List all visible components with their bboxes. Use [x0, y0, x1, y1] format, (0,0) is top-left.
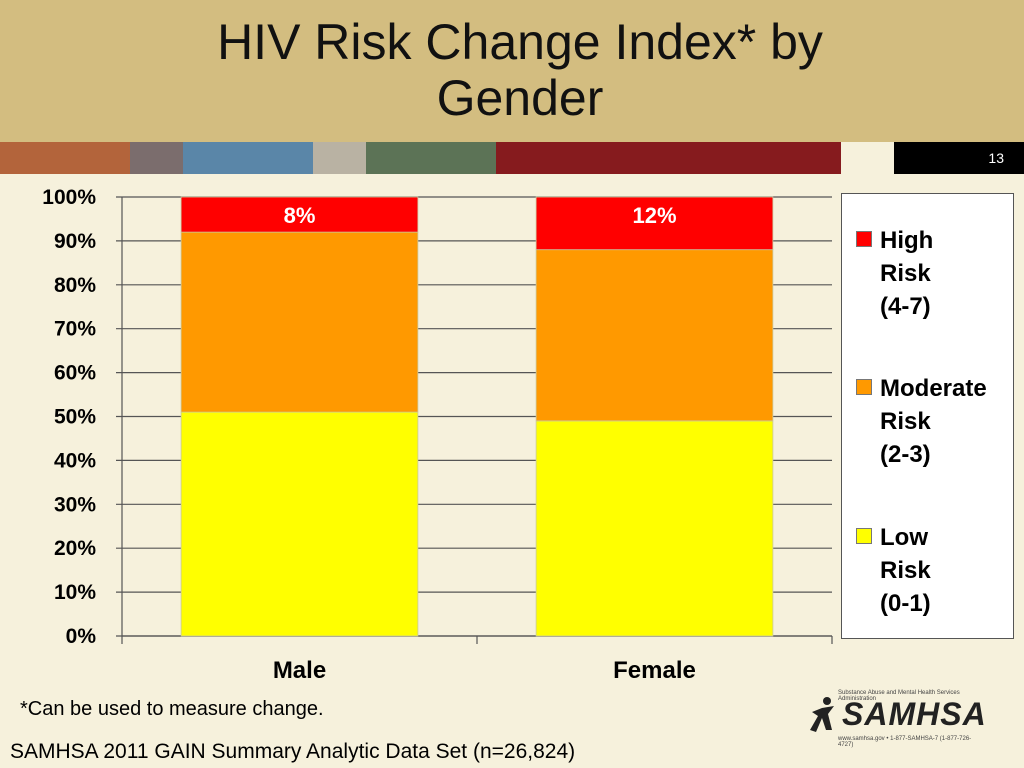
stacked-bar-chart: 0% 10% 20% 30% 40% 50% 60% 70% 80% 90% 100% 8% Male 1… — [42, 186, 833, 684]
data-label: 12% — [632, 203, 676, 228]
legend-item-moderate: Moderate Risk (2-3) — [856, 372, 1012, 471]
stripe-segment — [183, 142, 313, 174]
category-label: Female — [613, 657, 696, 684]
stripe-segment — [130, 142, 183, 174]
y-tick-label: 50% — [54, 406, 96, 429]
y-tick-label: 100% — [42, 186, 96, 209]
y-tick-label: 70% — [54, 318, 96, 341]
legend-swatch-low — [856, 528, 872, 544]
legend-label: Moderate — [880, 375, 987, 402]
legend-label: Risk — [880, 260, 931, 287]
legend-label: (2-3) — [880, 441, 931, 468]
stripe-segment — [841, 142, 894, 174]
footnote: *Can be used to measure change. — [20, 698, 324, 720]
legend-item-low: Low Risk (0-1) — [856, 521, 1012, 620]
legend-swatch-high — [856, 231, 872, 247]
y-tick-label: 10% — [54, 581, 96, 604]
slide-title: HIV Risk Change Index* by Gender — [217, 14, 823, 126]
bar-segment — [180, 196, 419, 233]
samhsa-logo: Substance Abuse and Mental Health Servic… — [808, 690, 986, 748]
y-tick-label: 30% — [54, 493, 96, 516]
bar-segment — [535, 196, 774, 251]
chart-legend: High Risk (4-7) Moderate Risk (2-3) Low … — [841, 193, 1014, 639]
y-tick-label: 80% — [54, 274, 96, 297]
y-tick-label: 60% — [54, 362, 96, 385]
legend-label: Low — [880, 524, 928, 551]
legend-label: High — [880, 227, 934, 254]
bar-segment — [180, 411, 419, 637]
color-stripe: 13 — [0, 142, 1024, 174]
logo-contact: www.samhsa.gov • 1-877-SAMHSA-7 (1-877-7… — [838, 736, 972, 748]
legend-label: (0-1) — [880, 590, 931, 617]
legend-item-high: High Risk (4-7) — [856, 224, 1012, 323]
logo-tagline: Substance Abuse and Mental Health Servic… — [838, 690, 960, 702]
logo-wordmark: SAMHSA — [842, 696, 987, 732]
y-tick-label: 0% — [66, 625, 97, 648]
stripe-segment — [366, 142, 496, 174]
bar-segment — [535, 249, 774, 422]
legend-label: Risk — [880, 408, 931, 435]
y-tick-label: 40% — [54, 449, 96, 472]
category-label: Male — [273, 657, 326, 684]
title-banner: HIV Risk Change Index* by Gender — [0, 0, 1024, 142]
bar-segment — [535, 420, 774, 637]
stripe-segment: 13 — [894, 142, 1024, 174]
data-label: 8% — [284, 203, 316, 228]
stripe-segment — [313, 142, 366, 174]
y-tick-label: 90% — [54, 230, 96, 253]
stripe-segment — [0, 142, 130, 174]
data-source: SAMHSA 2011 GAIN Summary Analytic Data S… — [10, 740, 576, 763]
stripe-segment — [496, 142, 841, 174]
legend-label: (4-7) — [880, 293, 931, 320]
slide-number: 13 — [988, 150, 1004, 166]
bar-segment — [180, 231, 419, 413]
legend-swatch-moderate — [856, 379, 872, 395]
figure-icon — [810, 697, 834, 732]
y-tick-label: 20% — [54, 537, 96, 560]
legend-label: Risk — [880, 557, 931, 584]
